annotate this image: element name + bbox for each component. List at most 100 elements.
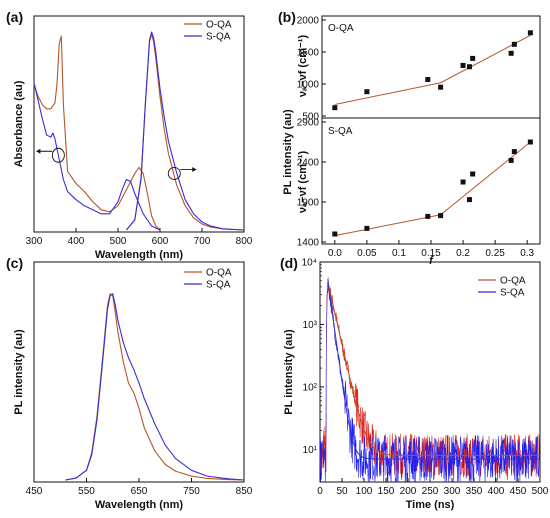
panel-c-xtick-label: 450 (26, 486, 43, 497)
panel-d-xtick-label: 250 (422, 486, 439, 497)
panel-d-series-s-qa (319, 280, 540, 484)
panel-c-series-s-qa (65, 293, 245, 481)
panel-a-xtick-label: 500 (110, 236, 127, 247)
panel-a-chart: 300 400 500 600 700 800 Wavelength (nm) Absor… (13, 15, 253, 261)
panel-b-data-point (508, 50, 514, 56)
panel-b-data-point (470, 171, 476, 177)
panel-b-data-point (438, 84, 444, 90)
panel-b-data-point (364, 225, 370, 231)
panel-d-ylabel: PL intensity (au) (283, 329, 295, 415)
panel-d-ytick-label: 10³ (303, 320, 318, 331)
panel-c-legend-label: S-QA (206, 280, 231, 291)
panel-b-fit-line (334, 141, 531, 237)
panel-c-xtick-label: 850 (236, 486, 253, 497)
panel-d-legend-label: O-QA (500, 276, 526, 287)
panel-d-fit-o-qa (327, 281, 540, 456)
panel-b-bottom-ylabel: νₐ−νf (cm⁻¹) (297, 151, 309, 214)
panel-c-frame (33, 261, 245, 483)
panel-a-series-o-qa-absorbance (33, 35, 161, 231)
panel-a-frame (33, 15, 245, 233)
panel-b-xtick-label: 0.25 (485, 248, 505, 259)
panel-b-xtick-label: 0.05 (357, 248, 377, 259)
panel-d-xtick-label: 400 (488, 486, 505, 497)
panel-label-a: (a) (6, 9, 23, 25)
panel-b-chart: 500 1000 1500 2000 1400 1900 2400 2900 0.0 0.05 0.… (282, 15, 541, 267)
panel-d-xtick-label: 0 (317, 486, 323, 497)
panel-b-data-point (466, 197, 472, 203)
panel-b-bottom-frame (321, 117, 541, 245)
panel-label-d: (d) (280, 255, 298, 271)
panel-d-chart: 0 50 100 150 200 250 300 350 400 450 500 10¹ 10² 10³ 1… (283, 258, 549, 512)
panel-b-data-point (425, 77, 431, 83)
panel-b-data-point (460, 179, 466, 185)
panel-b-xtick-label: 0.15 (421, 248, 441, 259)
panel-b-data-point (508, 157, 514, 163)
panel-b-xtick-label: 0.2 (456, 248, 470, 259)
panel-b-data-point (438, 213, 444, 219)
panel-label-c: (c) (6, 255, 23, 271)
panel-b-data-point (470, 55, 476, 61)
panel-a-left-arrowhead (36, 148, 41, 154)
panel-b-data-point (332, 105, 338, 111)
panel-b-ytick-label: 1000 (297, 80, 320, 91)
panel-b-data-point (511, 149, 517, 155)
panel-d-legend-label: S-QA (500, 288, 525, 299)
panel-b-xtick-label: 0.3 (520, 248, 534, 259)
panel-b-data-point (460, 62, 466, 68)
panel-a-xtick-label: 800 (236, 236, 253, 247)
panel-b-bottom-name: S-QA (328, 126, 353, 137)
panel-b-ytick-label: 1500 (297, 48, 320, 59)
panel-c-xtick-label: 750 (183, 486, 200, 497)
panel-a-xtick-label: 600 (152, 236, 169, 247)
panel-b-xlabel: f (429, 255, 434, 267)
panel-a-axis-arrows (36, 147, 197, 180)
panel-b-fit-line (334, 34, 531, 105)
panel-d-ytick-label: 10⁴ (302, 258, 317, 269)
panel-a-ylabel: Absorbance (au) (13, 80, 25, 167)
panel-d-fit-s-qa (327, 281, 540, 460)
panel-d-xtick-label: 450 (510, 486, 527, 497)
panel-b-data-point (527, 139, 533, 145)
panel-c-chart: 450 550 650 750 850 Wavelength (nm) PL inten… (13, 261, 253, 511)
panel-label-b: (b) (278, 9, 296, 25)
panel-b-data-point (332, 231, 338, 237)
panel-a-xtick-label: 700 (194, 236, 211, 247)
panel-a-pl-ellipse (167, 166, 181, 180)
panel-b-data-point (527, 30, 533, 36)
panel-b-ytick-label: 500 (302, 112, 319, 123)
panel-b-data-point (364, 89, 370, 95)
panel-a-series-s-qa-photoluminescence (125, 31, 245, 231)
panel-a-legend-label: O-QA (206, 20, 232, 31)
panel-c-legend-label: O-QA (206, 268, 232, 279)
panel-b-ytick-label: 2000 (297, 16, 320, 27)
panel-b-top-frame (321, 15, 541, 119)
panel-d-xtick-label: 100 (356, 486, 373, 497)
panel-d-ytick-label: 10¹ (303, 445, 318, 456)
panel-a-xlabel: Wavelength (nm) (95, 249, 184, 261)
panel-d-xtick-label: 150 (378, 486, 395, 497)
panel-a-xtick-label: 400 (68, 236, 85, 247)
panel-b-xtick-label: 0.1 (392, 248, 406, 259)
panel-d-xtick-label: 350 (466, 486, 483, 497)
panel-a-series-s-qa-absorbance (33, 82, 161, 231)
panel-b-ytick-label: 2900 (297, 118, 320, 129)
panel-d-xlabel: Time (ns) (406, 499, 455, 511)
panel-c-xtick-label: 650 (131, 486, 148, 497)
panel-d-xtick-label: 300 (444, 486, 461, 497)
panel-b-xtick-label: 0.0 (328, 248, 342, 259)
panel-a-xtick-label: 300 (26, 236, 43, 247)
panel-b-data-point (466, 64, 472, 70)
panel-a-right-arrowhead (192, 166, 197, 172)
panel-b-data-point (425, 213, 431, 219)
panel-b-top-ylabel: νₐ−νf (cm⁻¹) (297, 35, 309, 98)
panel-d-xtick-label: 500 (532, 486, 549, 497)
panel-c-xlabel: Wavelength (nm) (95, 499, 184, 511)
panel-d-xtick-label: 50 (336, 486, 348, 497)
panel-b-ytick-label: 2400 (297, 158, 320, 169)
panel-b-ytick-label: 1400 (297, 238, 320, 249)
panel-a-legend-label: S-QA (206, 32, 231, 43)
panel-c-xtick-label: 550 (78, 486, 95, 497)
panel-b-shared-ylabel: PL intensity (au) (282, 109, 294, 195)
panel-b-top-name: O-QA (328, 23, 354, 34)
